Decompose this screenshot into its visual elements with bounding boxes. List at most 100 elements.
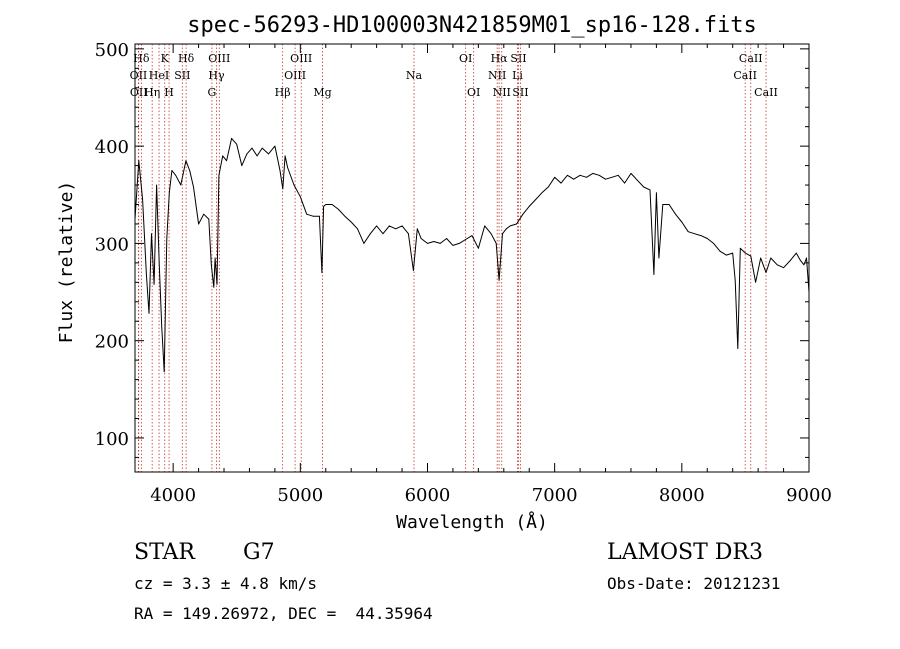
data-point <box>649 189 651 191</box>
data-point <box>236 143 238 145</box>
data-point <box>662 204 664 205</box>
y-tick-label: 300 <box>95 234 129 255</box>
data-point <box>203 213 205 215</box>
data-point <box>420 238 422 239</box>
data-point <box>214 257 216 259</box>
spectral-line-label: SII <box>174 69 190 82</box>
x-axis-label: Wavelength (Å) <box>396 511 548 533</box>
spectral-line-label: G <box>208 86 217 99</box>
data-point <box>216 283 218 285</box>
data-point <box>509 225 511 227</box>
data-point <box>471 235 473 237</box>
data-point <box>755 281 756 283</box>
y-tick-label: 200 <box>95 332 129 353</box>
data-point <box>171 170 173 171</box>
spectral-line-label: Hδ <box>133 52 150 65</box>
data-point <box>745 252 746 254</box>
data-point <box>653 274 655 275</box>
x-tick-label: 4000 <box>150 485 196 506</box>
data-point <box>382 233 384 235</box>
data-point <box>732 252 734 254</box>
data-point <box>719 250 721 252</box>
data-point <box>687 231 689 233</box>
x-tick-label: 5000 <box>277 485 323 506</box>
data-point <box>535 199 536 201</box>
data-point <box>344 215 346 217</box>
data-point <box>293 184 295 186</box>
data-point <box>226 160 228 162</box>
data-point <box>148 313 150 314</box>
data-point <box>363 243 365 244</box>
redshift-cz: cz = 3.3 ± 4.8 km/s <box>134 574 318 593</box>
data-point <box>516 223 517 225</box>
data-point <box>783 267 784 269</box>
spectral-line-label: Hα <box>491 52 509 65</box>
spectral-line-label: NII <box>493 86 511 99</box>
spectral-line-label: K <box>161 52 170 65</box>
data-point <box>713 243 714 244</box>
data-point <box>388 225 390 227</box>
data-point <box>605 178 606 180</box>
data-point <box>478 247 479 249</box>
spectral-line-label: CaII <box>739 52 763 65</box>
data-point <box>579 174 581 176</box>
data-point <box>439 243 441 244</box>
axes: 4000 5000 6000 7000 8000 9000 100 200 300 400 500 <box>95 40 832 506</box>
spectral-line-label: Mg <box>313 86 331 99</box>
data-point <box>502 233 503 235</box>
data-point <box>287 167 288 168</box>
data-point <box>151 233 152 235</box>
data-point <box>319 215 320 217</box>
data-point <box>369 233 371 235</box>
data-point <box>158 262 160 264</box>
data-point <box>395 228 397 230</box>
data-point <box>624 182 625 184</box>
data-point <box>331 204 333 205</box>
data-point <box>306 213 308 215</box>
data-point <box>357 228 358 230</box>
data-point <box>175 174 177 176</box>
spectral-line-label: HeI <box>149 69 169 82</box>
data-point <box>776 264 778 266</box>
data-point <box>495 243 497 244</box>
data-point <box>180 184 182 186</box>
data-point <box>806 257 807 259</box>
data-point <box>700 235 702 237</box>
data-point <box>658 257 660 259</box>
data-point <box>630 173 632 174</box>
spectral-line-label: OIII <box>284 69 306 82</box>
spectral-line-label: Hβ <box>275 86 291 99</box>
data-point <box>734 280 736 281</box>
spectral-line-label: CaII <box>733 69 757 82</box>
data-point <box>760 257 762 259</box>
spectral-line-label: OII <box>130 86 148 99</box>
data-point <box>770 257 772 259</box>
data-point <box>611 176 613 178</box>
data-point <box>163 371 165 373</box>
spectral-line-label: OIII <box>208 52 230 65</box>
object-subclass: G7 <box>243 540 275 565</box>
data-point <box>312 215 314 217</box>
y-axis-label: Flux (relative) <box>56 181 77 344</box>
data-point <box>213 286 215 288</box>
data-point <box>138 160 140 162</box>
spectral-line-label: Hδ <box>178 52 195 65</box>
data-point <box>765 272 767 273</box>
y-tick-label: 400 <box>95 137 129 158</box>
data-point <box>323 206 324 207</box>
data-point <box>166 238 168 239</box>
data-point <box>725 254 727 256</box>
data-point <box>325 204 327 205</box>
data-point <box>799 259 801 261</box>
data-point <box>522 213 524 215</box>
data-point <box>413 270 414 271</box>
data-point <box>737 348 739 349</box>
data-point <box>246 153 248 155</box>
data-point <box>573 178 575 180</box>
data-point <box>142 199 144 201</box>
spectral-line-label: SII <box>510 52 526 65</box>
spectral-line-label: Hγ <box>208 69 225 82</box>
data-point <box>458 243 460 244</box>
spectral-line-label: Hη <box>144 86 160 99</box>
